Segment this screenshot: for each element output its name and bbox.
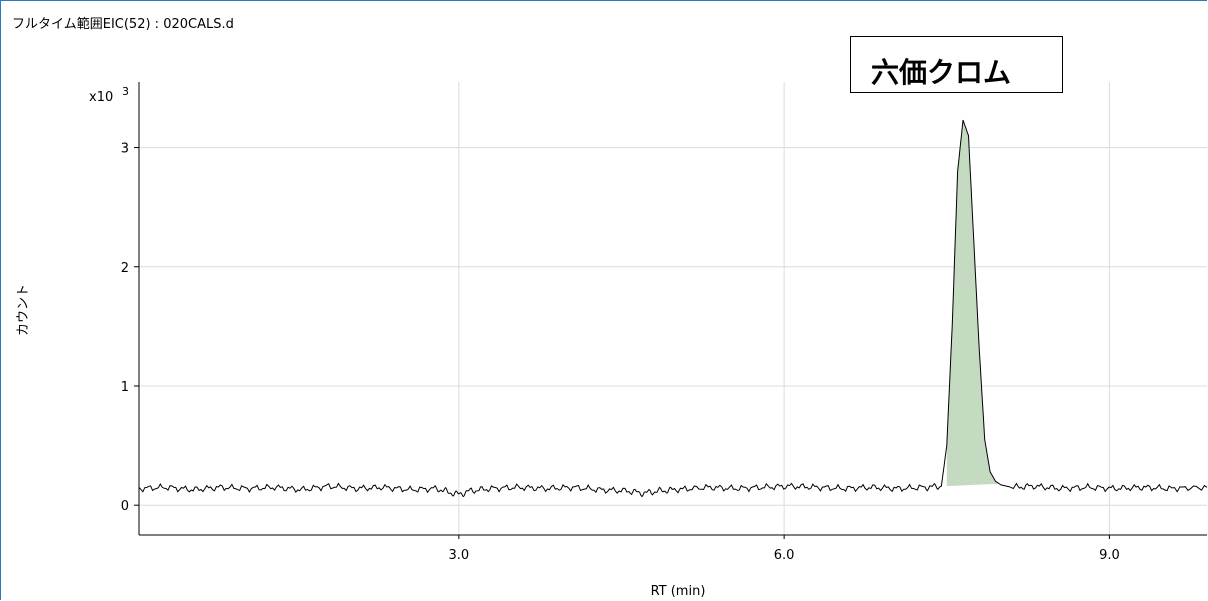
y-tick-label: 0: [121, 499, 129, 514]
grid-lines: [139, 82, 1207, 535]
y-multiplier-label: x10: [89, 90, 113, 105]
series-line: [138, 119, 1208, 498]
chart-title: フルタイム範囲EIC(52) : 020CALS.d: [12, 17, 234, 32]
x-tick-label: 9.0: [1099, 548, 1120, 563]
y-axis-label: カウント: [16, 283, 31, 337]
y-exponent-label: 3: [122, 85, 129, 98]
compound-annotation-text: 六価クロム: [871, 56, 1012, 89]
compound-annotation-box: 六価クロム: [850, 36, 1063, 93]
x-tick-label: 3.0: [449, 548, 470, 563]
y-tick-label: 3: [121, 142, 129, 157]
x-axis-label: RT (min): [651, 584, 706, 599]
y-tick-label: 2: [121, 261, 129, 276]
y-tick-label: 1: [121, 380, 129, 395]
peak-area-fill: [946, 120, 999, 487]
axes: [134, 82, 1207, 539]
x-tick-label: 6.0: [774, 548, 795, 563]
tick-labels: 3.0 6.0 9.0 0 1 2 3: [121, 142, 1120, 563]
